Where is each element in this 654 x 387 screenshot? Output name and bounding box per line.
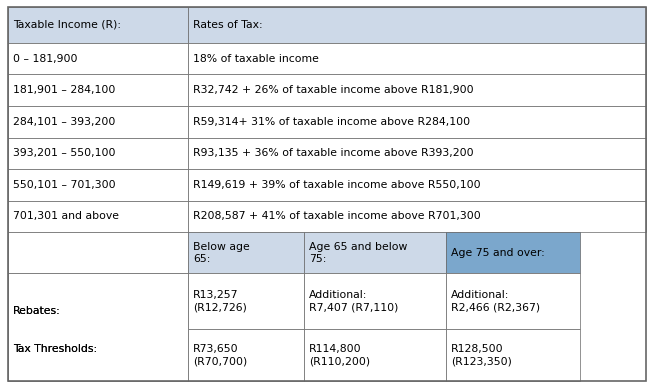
Bar — [8, 169, 188, 200]
Bar — [188, 43, 646, 74]
Text: 393,201 – 550,100: 393,201 – 550,100 — [13, 148, 116, 158]
Text: 284,101 – 393,200: 284,101 – 393,200 — [13, 117, 115, 127]
Text: R59,314+ 31% of taxable income above R284,100: R59,314+ 31% of taxable income above R28… — [193, 117, 470, 127]
Text: 18% of taxable income: 18% of taxable income — [193, 54, 318, 63]
Bar — [8, 274, 188, 381]
Text: 0 – 181,900: 0 – 181,900 — [13, 54, 78, 63]
Text: Additional:
R2,466 (R2,367): Additional: R2,466 (R2,367) — [451, 290, 540, 312]
Text: Age 65 and below
75:: Age 65 and below 75: — [309, 241, 407, 264]
Bar — [445, 329, 580, 381]
Bar — [188, 7, 646, 43]
Bar — [188, 232, 304, 274]
Text: Tax Thresholds:: Tax Thresholds: — [13, 344, 97, 354]
Bar — [8, 232, 188, 274]
Text: 701,301 and above: 701,301 and above — [13, 211, 119, 221]
Text: Taxable Income (R):: Taxable Income (R): — [13, 20, 121, 30]
Bar — [188, 200, 646, 232]
Bar — [188, 169, 646, 200]
Text: 550,101 – 701,300: 550,101 – 701,300 — [13, 180, 116, 190]
Bar — [188, 106, 646, 137]
Bar — [445, 232, 580, 274]
Bar — [8, 137, 188, 169]
Bar — [188, 74, 646, 106]
Text: R93,135 + 36% of taxable income above R393,200: R93,135 + 36% of taxable income above R3… — [193, 148, 473, 158]
Text: Rebates:: Rebates: — [13, 306, 61, 316]
Bar — [188, 274, 304, 329]
Text: R128,500
(R123,350): R128,500 (R123,350) — [451, 344, 511, 366]
Text: R32,742 + 26% of taxable income above R181,900: R32,742 + 26% of taxable income above R1… — [193, 85, 473, 95]
Bar — [8, 43, 188, 74]
Text: Rebates:: Rebates: — [13, 306, 61, 316]
Text: Tax Thresholds:: Tax Thresholds: — [13, 344, 97, 354]
Text: R208,587 + 41% of taxable income above R701,300: R208,587 + 41% of taxable income above R… — [193, 211, 481, 221]
Text: 181,901 – 284,100: 181,901 – 284,100 — [13, 85, 115, 95]
Bar — [304, 232, 445, 274]
Bar — [8, 329, 188, 381]
Bar — [8, 274, 188, 329]
Bar — [304, 329, 445, 381]
Bar — [8, 7, 188, 43]
Text: Age 75 and over:: Age 75 and over: — [451, 248, 544, 258]
Text: R13,257
(R12,726): R13,257 (R12,726) — [193, 290, 247, 312]
Text: R114,800
(R110,200): R114,800 (R110,200) — [309, 344, 370, 366]
Bar — [8, 74, 188, 106]
Bar — [8, 200, 188, 232]
Text: R149,619 + 39% of taxable income above R550,100: R149,619 + 39% of taxable income above R… — [193, 180, 481, 190]
Bar — [304, 274, 445, 329]
Text: Rates of Tax:: Rates of Tax: — [193, 20, 262, 30]
Text: Below age
65:: Below age 65: — [193, 241, 250, 264]
Bar — [445, 274, 580, 329]
Bar — [8, 106, 188, 137]
Text: R73,650
(R70,700): R73,650 (R70,700) — [193, 344, 247, 366]
Text: Additional:
R7,407 (R7,110): Additional: R7,407 (R7,110) — [309, 290, 398, 312]
Bar — [188, 329, 304, 381]
Bar — [188, 137, 646, 169]
